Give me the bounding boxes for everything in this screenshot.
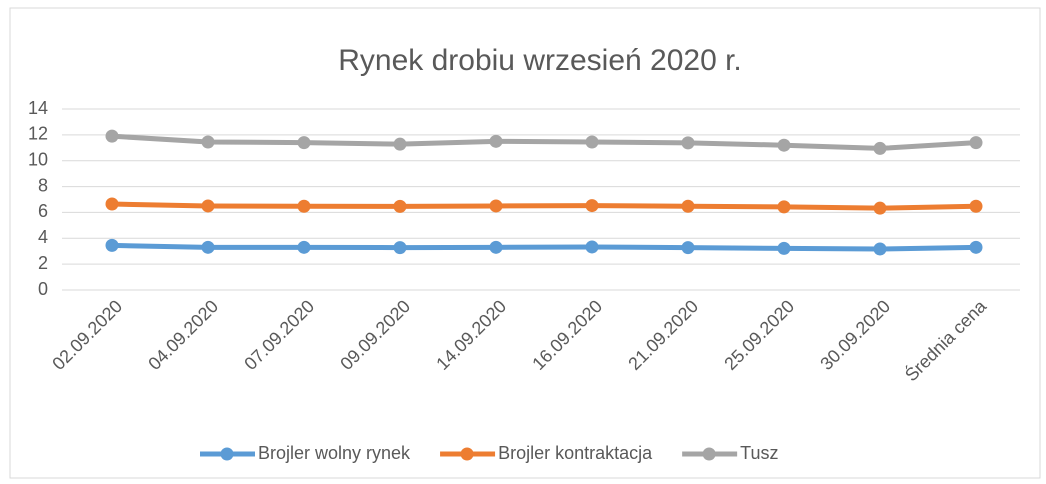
y-tick-label: 14: [28, 98, 48, 118]
data-point: [489, 199, 503, 213]
legend-label: Brojler kontraktacja: [498, 443, 653, 463]
y-tick-label: 10: [28, 149, 48, 169]
data-point: [297, 136, 311, 150]
data-point: [969, 199, 983, 213]
legend-marker: [702, 447, 716, 461]
data-point: [681, 199, 695, 213]
data-point: [873, 201, 887, 215]
data-point: [105, 197, 119, 211]
data-point: [777, 241, 791, 255]
y-tick-label: 4: [38, 227, 48, 247]
chart-border: [9, 7, 1041, 479]
data-point: [681, 241, 695, 255]
data-point: [969, 240, 983, 254]
data-point: [489, 240, 503, 254]
data-point: [201, 199, 215, 213]
data-point: [873, 141, 887, 155]
data-point: [585, 199, 599, 213]
data-point: [105, 238, 119, 252]
y-tick-label: 12: [28, 124, 48, 144]
data-point: [297, 199, 311, 213]
data-point: [105, 129, 119, 143]
data-point: [297, 240, 311, 254]
data-point: [201, 135, 215, 149]
legend-marker: [220, 447, 234, 461]
data-point: [585, 135, 599, 149]
legend-label: Brojler wolny rynek: [258, 443, 411, 463]
series-line: [111, 133, 977, 151]
data-point: [969, 136, 983, 150]
y-tick-label: 0: [38, 279, 48, 299]
y-tick-label: 2: [38, 253, 48, 273]
series-line: [111, 242, 977, 252]
legend-marker: [460, 447, 474, 461]
data-point: [585, 240, 599, 254]
data-point: [393, 241, 407, 255]
data-point: [393, 199, 407, 213]
data-point: [681, 136, 695, 150]
data-point: [393, 137, 407, 151]
data-point: [777, 200, 791, 214]
data-point: [489, 134, 503, 148]
data-point: [777, 138, 791, 152]
data-point: [873, 242, 887, 256]
chart-title: Rynek drobiu wrzesień 2020 r.: [338, 44, 742, 77]
legend-label: Tusz: [740, 443, 778, 463]
y-tick-label: 6: [38, 201, 48, 221]
data-point: [201, 240, 215, 254]
series-line: [111, 201, 977, 211]
y-tick-label: 8: [38, 175, 48, 195]
